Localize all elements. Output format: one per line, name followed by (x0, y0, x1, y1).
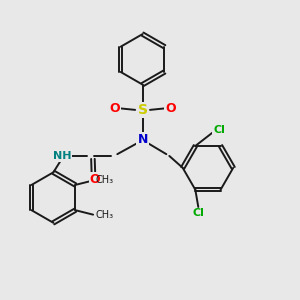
Text: S: S (138, 103, 148, 117)
Text: O: O (90, 173, 100, 186)
Text: CH₃: CH₃ (95, 176, 113, 185)
Text: O: O (166, 102, 176, 115)
Text: Cl: Cl (213, 124, 225, 135)
Text: N: N (137, 133, 148, 146)
Text: Cl: Cl (192, 208, 204, 218)
Text: NH: NH (53, 151, 72, 161)
Text: CH₃: CH₃ (95, 210, 113, 220)
Text: O: O (109, 102, 120, 115)
